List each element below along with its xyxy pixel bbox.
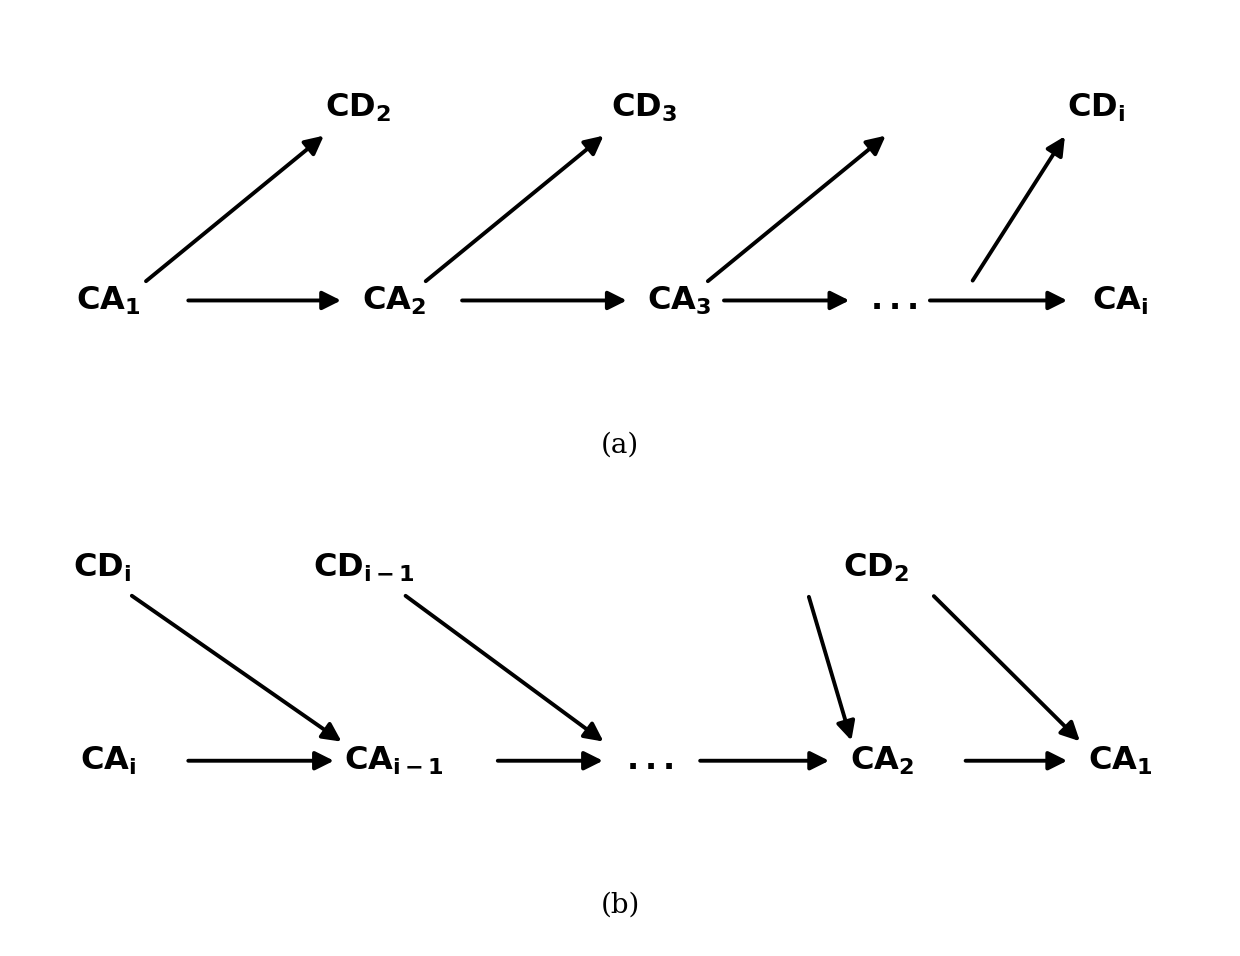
Text: (b): (b) bbox=[600, 892, 640, 919]
Text: $\mathbf{CD_2}$: $\mathbf{CD_2}$ bbox=[843, 552, 909, 584]
Text: $\mathbf{...}$: $\mathbf{...}$ bbox=[870, 285, 918, 316]
Text: $\mathbf{CD_2}$: $\mathbf{CD_2}$ bbox=[325, 92, 391, 123]
Text: $\mathbf{CD_3}$: $\mathbf{CD_3}$ bbox=[611, 92, 677, 123]
Text: $\mathbf{CA_{i-1}}$: $\mathbf{CA_{i-1}}$ bbox=[343, 745, 444, 777]
Text: $\mathbf{CD_{i-1}}$: $\mathbf{CD_{i-1}}$ bbox=[314, 552, 415, 584]
Text: $\mathbf{CD_i}$: $\mathbf{CD_i}$ bbox=[1068, 92, 1125, 123]
Text: $\mathbf{CA_1}$: $\mathbf{CA_1}$ bbox=[1087, 745, 1152, 777]
Text: $\mathbf{CA_1}$: $\mathbf{CA_1}$ bbox=[76, 284, 140, 316]
Text: $\mathbf{CA_i}$: $\mathbf{CA_i}$ bbox=[1091, 284, 1148, 316]
Text: $\mathbf{CA_2}$: $\mathbf{CA_2}$ bbox=[849, 745, 914, 777]
Text: $\mathbf{...}$: $\mathbf{...}$ bbox=[626, 746, 673, 776]
Text: $\mathbf{CA_2}$: $\mathbf{CA_2}$ bbox=[362, 284, 425, 316]
Text: $\mathbf{CD_i}$: $\mathbf{CD_i}$ bbox=[73, 552, 131, 584]
Text: $\mathbf{CA_3}$: $\mathbf{CA_3}$ bbox=[647, 284, 712, 316]
Text: (a): (a) bbox=[601, 431, 639, 459]
Text: $\mathbf{CA_i}$: $\mathbf{CA_i}$ bbox=[79, 745, 136, 777]
